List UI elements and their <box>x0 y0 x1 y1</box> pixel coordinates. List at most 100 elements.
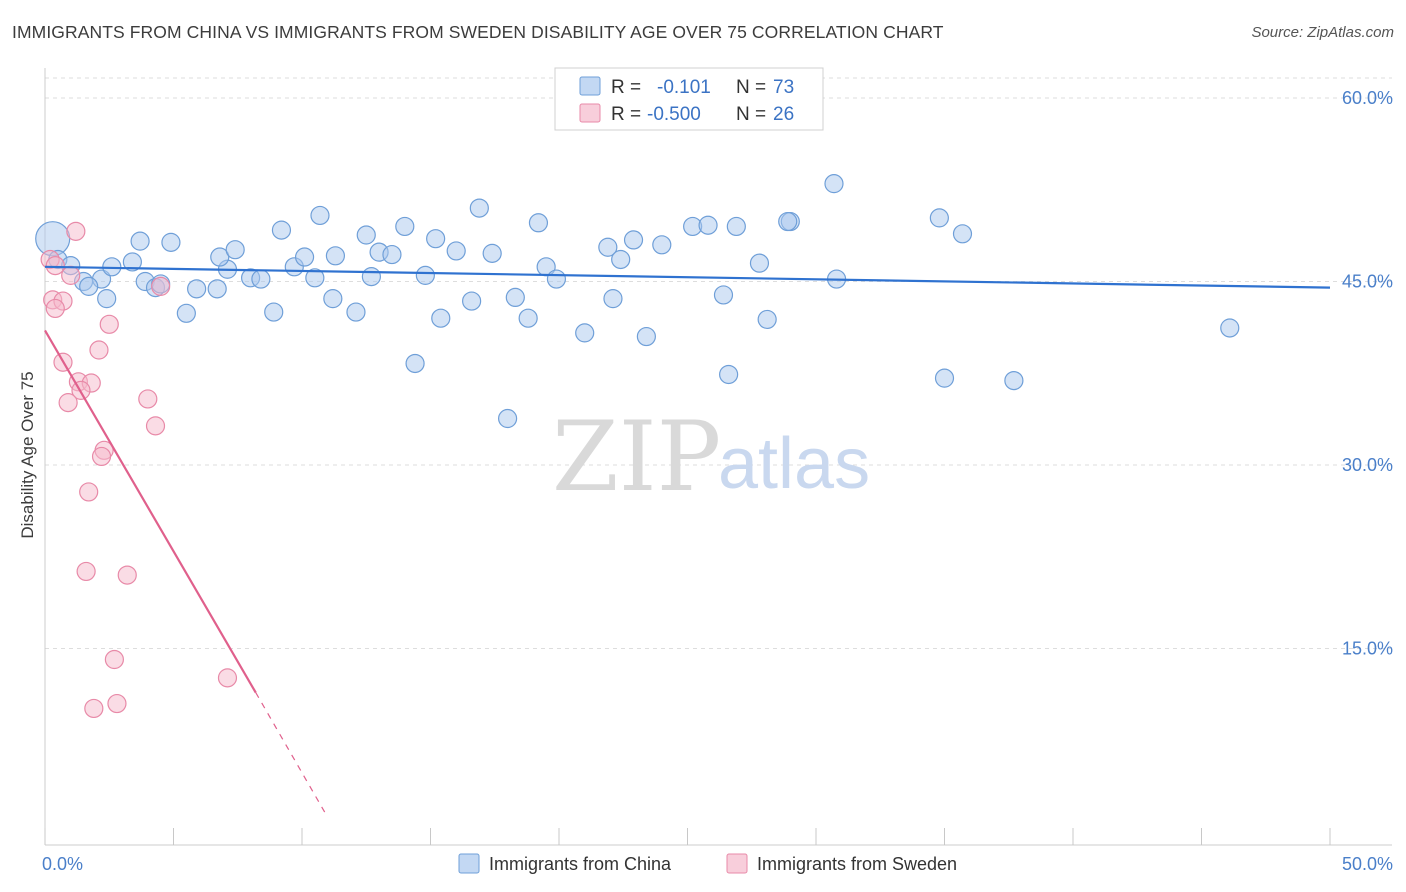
china-trend-line <box>44 265 1331 289</box>
sweden-point <box>45 298 65 319</box>
y-tick-label: 60.0% <box>1342 88 1393 108</box>
china-point <box>161 232 181 252</box>
china-point <box>97 289 117 309</box>
sweden-point <box>61 265 81 285</box>
sweden-point <box>91 446 112 467</box>
y-tick-label: 45.0% <box>1342 272 1393 292</box>
sweden-point <box>99 314 119 334</box>
china-point <box>824 174 844 194</box>
china-point <box>1220 318 1240 338</box>
sweden-point <box>107 693 127 714</box>
china-point <box>749 253 770 273</box>
bottom-legend: Immigrants from China Immigrants from Sw… <box>458 853 957 874</box>
watermark-atlas: atlas <box>718 424 870 504</box>
sweden-point <box>89 340 109 360</box>
china-point <box>603 289 623 309</box>
china-point <box>469 198 489 218</box>
china-point <box>611 249 631 270</box>
legend-china-r-value: -0.101 <box>657 77 711 98</box>
china-point <box>505 287 525 308</box>
china-point <box>652 235 672 255</box>
china-point <box>498 408 518 429</box>
sweden-point <box>151 276 171 296</box>
china-point <box>305 268 325 288</box>
china-point <box>79 276 99 296</box>
legend-sweden-r-label: R = <box>611 104 641 125</box>
china-point <box>636 326 656 347</box>
sweden-trend-line <box>44 329 257 694</box>
china-point <box>623 230 644 250</box>
legend-box: R = -0.101 N = 73 R = -0.500 N = 26 <box>554 67 824 131</box>
legend-china-n-label: N = <box>736 77 766 98</box>
sweden-point <box>45 255 65 276</box>
china-point <box>395 216 415 237</box>
y-axis-title: Disability Age Over 75 <box>18 371 37 538</box>
y-tick-label: 30.0% <box>1342 455 1393 475</box>
china-point <box>225 240 245 260</box>
china-point <box>176 303 196 323</box>
legend-sweden-swatch <box>579 103 601 123</box>
bottom-legend-sweden-label: Immigrants from Sweden <box>757 854 957 874</box>
sweden-point <box>138 389 158 409</box>
bottom-legend-sweden-swatch <box>726 853 748 874</box>
china-point <box>1004 370 1024 391</box>
sweden-point <box>79 482 99 502</box>
sweden-point <box>84 698 104 719</box>
x-tick-label: 50.0% <box>1342 854 1393 874</box>
sweden-point <box>58 393 78 413</box>
china-point <box>122 252 142 272</box>
china-point <box>426 229 446 249</box>
china-point <box>251 269 271 289</box>
china-point <box>382 244 402 265</box>
legend-china-r-label: R = <box>611 77 641 98</box>
grid-layer <box>45 77 1392 649</box>
china-point <box>482 243 502 263</box>
china-point <box>934 368 955 388</box>
china-point <box>575 323 595 343</box>
sweden-point <box>76 561 96 582</box>
sweden-point <box>145 416 166 436</box>
china-point <box>310 205 330 226</box>
china-point <box>271 220 292 240</box>
china-point <box>446 241 466 261</box>
china-point <box>415 265 435 285</box>
chart-title: IMMIGRANTS FROM CHINA VS IMMIGRANTS FROM… <box>12 22 944 42</box>
china-point <box>726 216 746 237</box>
china-point <box>518 308 538 328</box>
source-label: Source: ZipAtlas.com <box>1251 24 1394 41</box>
china-point <box>405 353 425 374</box>
china-point <box>356 225 376 245</box>
china-point <box>719 364 739 385</box>
legend-sweden-n-value: 26 <box>773 104 794 125</box>
bottom-legend-china-swatch <box>458 853 480 874</box>
sweden-point <box>66 221 86 241</box>
x-tick-label: 0.0% <box>42 854 83 874</box>
china-point <box>546 269 567 289</box>
china-point <box>462 291 482 311</box>
china-point <box>713 285 734 305</box>
legend-china-swatch <box>579 76 601 96</box>
china-point <box>757 309 777 330</box>
bottom-legend-china-label: Immigrants from China <box>489 854 672 874</box>
points-layer <box>35 174 1240 719</box>
china-point <box>598 237 618 257</box>
y-tick-label: 15.0% <box>1342 639 1393 659</box>
china-point <box>323 289 343 309</box>
china-point <box>294 247 315 267</box>
china-point <box>778 211 798 232</box>
sweden-point <box>117 565 137 585</box>
sweden-point <box>217 668 238 688</box>
watermark-zip: ZIP <box>552 401 721 513</box>
china-point <box>698 215 718 235</box>
legend-sweden-n-label: N = <box>736 104 766 125</box>
china-point <box>346 302 366 322</box>
watermark: ZIP atlas <box>552 401 870 513</box>
china-point <box>929 208 949 228</box>
china-point <box>431 308 451 328</box>
china-point <box>264 302 284 322</box>
axis-layer: 15.0% 30.0% 45.0% 60.0% 0.0% 50.0% <box>42 68 1393 874</box>
china-point <box>207 279 227 299</box>
sweden-trend-line-extension <box>255 692 329 818</box>
china-point <box>187 279 207 299</box>
